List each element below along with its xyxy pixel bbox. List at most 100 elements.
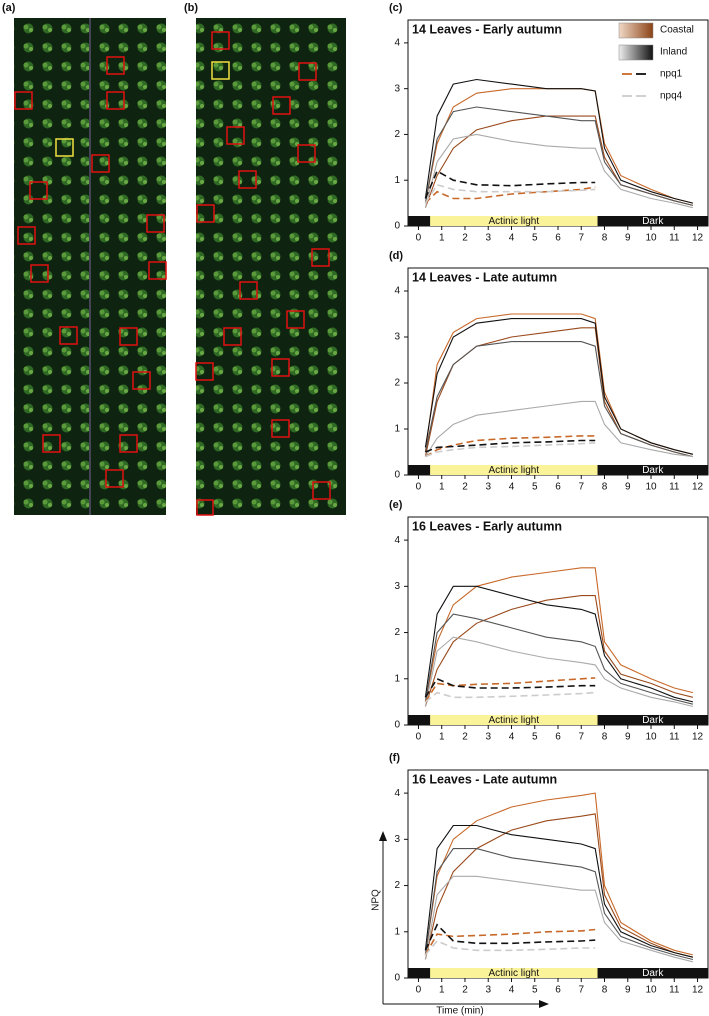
x-tick-label: 11 (669, 985, 680, 996)
actinic-bar (430, 715, 598, 725)
x-tick-label: 6 (555, 985, 561, 996)
chart-title: 16 Leaves - Early autumn (412, 519, 562, 533)
series-line (424, 595, 694, 707)
y-tick-label: 2 (394, 378, 400, 389)
x-tick-label: 12 (692, 732, 704, 743)
x-tick-label: 8 (602, 233, 608, 244)
dark-label: Dark (642, 968, 664, 979)
series-line (424, 106, 694, 206)
x-tick-label: 7 (578, 482, 584, 493)
x-tick-label: 11 (669, 233, 680, 244)
series-line (424, 677, 596, 703)
x-tick-label: 1 (439, 233, 445, 244)
series-line (424, 341, 694, 458)
actinic-bar (430, 216, 598, 226)
x-tick-label: 10 (645, 985, 657, 996)
y-tick-label: 3 (394, 834, 400, 845)
x-tick-label: 8 (602, 482, 608, 493)
y-tick-label: 3 (394, 332, 400, 343)
photo-b (195, 18, 346, 516)
actinic-bar (430, 968, 598, 978)
x-tick-label: 0 (416, 732, 422, 743)
y-tick-label: 0 (394, 720, 400, 731)
series-line (424, 567, 694, 703)
arrow-head (539, 1000, 549, 1008)
photo-a (14, 18, 167, 515)
chart-title: 14 Leaves - Late autumn (412, 270, 557, 284)
x-tick-label: 12 (692, 985, 704, 996)
series-line (424, 585, 694, 703)
x-tick-label: 1 (439, 985, 445, 996)
series-line (424, 923, 596, 951)
series-line (424, 875, 694, 963)
panel-label: (b) (184, 2, 198, 14)
series-line (424, 792, 694, 956)
series-line (424, 928, 596, 956)
x-tick-label: 7 (578, 233, 584, 244)
plot-frame (407, 769, 709, 979)
series-line (424, 183, 596, 204)
panel-label: (d) (389, 250, 403, 262)
dark-label: Dark (642, 465, 664, 476)
y-tick-label: 2 (394, 129, 400, 140)
series-line (424, 813, 694, 960)
x-tick-label: 6 (555, 732, 561, 743)
y-axis-label: NPQ (371, 889, 382, 911)
series-line (424, 133, 694, 209)
y-tick-label: 1 (394, 175, 400, 186)
x-tick-label: 2 (462, 233, 468, 244)
x-tick-label: 2 (462, 732, 468, 743)
x-tick-label: 5 (532, 233, 538, 244)
x-tick-label: 9 (625, 233, 631, 244)
x-tick-label: 11 (669, 732, 680, 743)
series-line (424, 613, 694, 705)
x-tick-label: 2 (462, 482, 468, 493)
panel-label: (f) (389, 752, 400, 764)
y-tick-label: 3 (394, 83, 400, 94)
y-tick-label: 4 (394, 788, 400, 799)
x-tick-label: 6 (555, 233, 561, 244)
series-line (424, 169, 596, 199)
x-tick-label: 9 (625, 732, 631, 743)
actinic-label: Actinic light (489, 968, 540, 979)
x-tick-label: 0 (416, 233, 422, 244)
x-tick-label: 5 (532, 732, 538, 743)
plot-frame (407, 267, 709, 476)
panel-label: (c) (389, 2, 403, 14)
dark-label: Dark (642, 715, 664, 726)
y-tick-label: 4 (394, 535, 400, 546)
x-tick-label: 8 (602, 985, 608, 996)
actinic-label: Actinic light (489, 715, 540, 726)
x-tick-label: 3 (485, 233, 491, 244)
y-tick-label: 0 (394, 221, 400, 232)
y-tick-label: 1 (394, 926, 400, 937)
arrow-head (379, 831, 387, 841)
actinic-label: Actinic light (489, 216, 540, 227)
chart-title: 14 Leaves - Early autumn (412, 22, 562, 36)
x-tick-label: 10 (645, 482, 657, 493)
legend-swatch (618, 44, 654, 61)
x-tick-label: 10 (645, 233, 657, 244)
x-tick-label: 7 (578, 732, 584, 743)
legend-label: npq1 (660, 69, 683, 80)
y-tick-label: 4 (394, 38, 400, 49)
x-tick-label: 6 (555, 482, 561, 493)
y-tick-label: 2 (394, 627, 400, 638)
x-tick-label: 11 (669, 482, 680, 493)
series-line (424, 78, 694, 204)
x-tick-label: 4 (509, 985, 515, 996)
x-tick-label: 12 (692, 233, 704, 244)
x-axis-label: Time (min) (436, 1006, 483, 1016)
series-line (424, 435, 596, 458)
y-tick-label: 3 (394, 581, 400, 592)
x-tick-label: 12 (692, 482, 704, 493)
legend-label: npq4 (660, 91, 683, 102)
y-tick-label: 0 (394, 973, 400, 984)
series-line (425, 439, 596, 453)
x-tick-label: 5 (532, 482, 538, 493)
panel-label: (a) (2, 2, 16, 14)
series-line (424, 318, 694, 455)
x-tick-label: 9 (625, 985, 631, 996)
series-line (424, 691, 596, 703)
legend-swatch (618, 22, 654, 39)
